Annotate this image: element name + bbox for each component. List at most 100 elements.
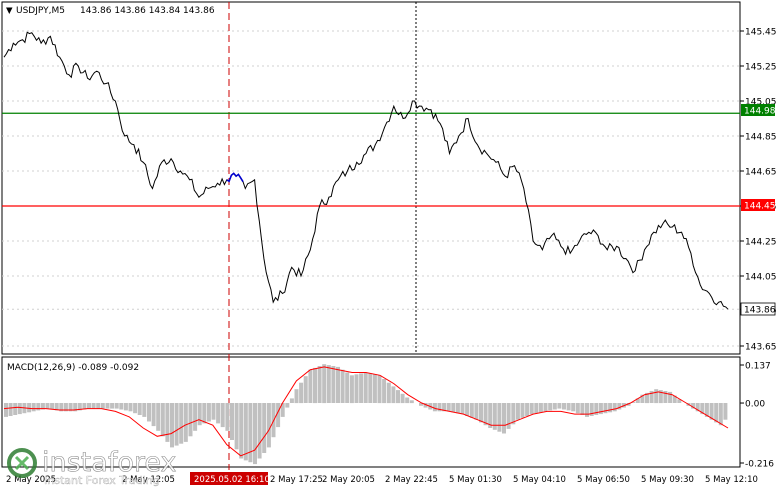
macd-tick-label: -0.216 <box>745 460 774 470</box>
macd-histogram-bar <box>663 391 668 403</box>
macd-histogram-bar <box>469 403 474 418</box>
macd-histogram-bar <box>649 391 654 403</box>
macd-histogram-bar <box>571 403 576 412</box>
macd-histogram-bar <box>193 403 198 431</box>
macd-histogram-bar <box>455 403 460 414</box>
macd-histogram-bar <box>197 403 202 426</box>
macd-histogram-bar <box>303 376 308 403</box>
macd-histogram-bar <box>557 403 562 409</box>
macd-histogram-bar <box>336 366 340 403</box>
macd-histogram-bar <box>589 403 594 416</box>
macd-histogram-bar <box>262 403 267 453</box>
price-line-series <box>3 31 729 310</box>
macd-histogram-bar <box>432 403 437 412</box>
macd-histogram-bar <box>243 403 248 461</box>
macd-histogram-bar <box>313 367 317 404</box>
macd-histogram-bar <box>575 403 580 414</box>
macd-histogram-bar <box>372 374 377 403</box>
price-tick-label: 144.85 <box>745 133 777 143</box>
macd-histogram-bar <box>396 390 400 404</box>
macd-histogram-bar <box>538 403 543 413</box>
macd-histogram-bar <box>202 403 207 424</box>
macd-histogram-bar <box>543 403 548 412</box>
macd-histogram-bar <box>368 373 373 403</box>
grid-lines <box>2 30 740 347</box>
macd-histogram-bar <box>700 403 705 415</box>
macd-histogram-bar <box>110 403 115 409</box>
macd-histogram-bar <box>179 403 184 444</box>
time-label-highlight <box>190 472 268 485</box>
macd-histogram-bar <box>451 403 456 413</box>
macd-histogram-bar <box>483 403 488 426</box>
macd-histogram-bar <box>105 403 110 409</box>
macd-signal-line <box>3 366 729 457</box>
time-label-3: 2 May 17:25 <box>270 475 323 485</box>
macd-histogram-bar <box>91 403 96 409</box>
time-label-7: 5 May 04:10 <box>513 475 566 485</box>
macd-histogram-bar <box>160 403 165 437</box>
macd-label: MACD(12,26,9) -0.089 -0.092 <box>7 363 139 373</box>
brand-watermark: instaforex Instant Forex Trading <box>7 447 177 487</box>
macd-histogram-bar <box>562 403 566 410</box>
macd-histogram-bar <box>68 403 73 412</box>
macd-histogram-bar <box>188 403 193 437</box>
macd-histogram-bar <box>552 403 557 410</box>
macd-pane-frame <box>1 356 741 468</box>
price-drop-segment <box>226 172 244 183</box>
macd-histogram-bar <box>27 403 32 413</box>
green-level-tag <box>741 104 775 116</box>
macd-histogram-bar <box>479 403 483 423</box>
macd-histogram-bar <box>377 375 382 404</box>
price-tick-label: 143.65 <box>745 343 777 353</box>
time-label-8: 5 May 06:50 <box>577 475 630 485</box>
macd-histogram-bar <box>54 403 59 411</box>
macd-histogram-bar <box>714 403 719 423</box>
macd-histogram-bar <box>165 403 170 442</box>
macd-histogram-bar <box>635 398 640 403</box>
macd-histogram-bar <box>174 403 179 446</box>
macd-histogram-bar <box>640 394 645 403</box>
macd-histogram-bar <box>40 403 45 410</box>
macd-histogram-bar <box>492 403 497 430</box>
macd-tick-label: 0.00 <box>745 400 765 410</box>
macd-histogram-bar <box>285 403 290 408</box>
macd-histogram-bar <box>668 391 673 403</box>
macd-histogram-bar <box>73 403 78 412</box>
price-tick-label: 145.25 <box>745 63 777 73</box>
macd-histogram-bar <box>294 389 299 404</box>
macd-histogram-bar <box>216 403 221 424</box>
macd-histogram-bar <box>594 403 599 415</box>
macd-histogram-bar <box>677 399 682 403</box>
macd-histogram-bar <box>580 403 585 415</box>
macd-histogram-bar <box>460 403 465 415</box>
macd-histogram-bar <box>345 372 350 403</box>
macd-histogram-bar <box>446 403 451 412</box>
macd-histogram-bar <box>206 403 211 422</box>
macd-histogram-bar <box>506 403 511 429</box>
time-label-1: 2 May 12:05 <box>122 475 175 485</box>
macd-histogram-bar <box>322 364 327 404</box>
macd-histogram-bar <box>672 395 677 403</box>
macd-histogram-bar <box>645 392 649 404</box>
macd-histogram-bar <box>529 403 534 415</box>
macd-histogram-bar <box>8 403 13 416</box>
macd-histogram-bar <box>87 403 91 409</box>
red-level-tag <box>741 199 775 211</box>
macd-histogram-bar <box>612 403 617 412</box>
macd-histogram-bar <box>266 403 271 448</box>
macd-histogram-bar <box>442 403 447 412</box>
chart-menu-icon[interactable]: ▼ <box>6 6 13 16</box>
main-pane-frame <box>1 1 741 355</box>
macd-histogram-bar <box>253 403 257 465</box>
price-tick-label: 145.45 <box>745 28 777 38</box>
macd-histogram-bar <box>603 403 608 414</box>
macd-histogram-bar <box>100 403 105 409</box>
macd-histogram-bar <box>59 403 64 412</box>
brand-logo-icon <box>7 448 37 478</box>
macd-histogram-bar <box>437 403 442 412</box>
macd-axis: 0.137 0.00 -0.216 <box>740 362 774 470</box>
macd-histogram-bar <box>354 374 359 403</box>
macd-histogram-bar <box>608 403 613 413</box>
macd-histogram-bar <box>280 403 285 417</box>
